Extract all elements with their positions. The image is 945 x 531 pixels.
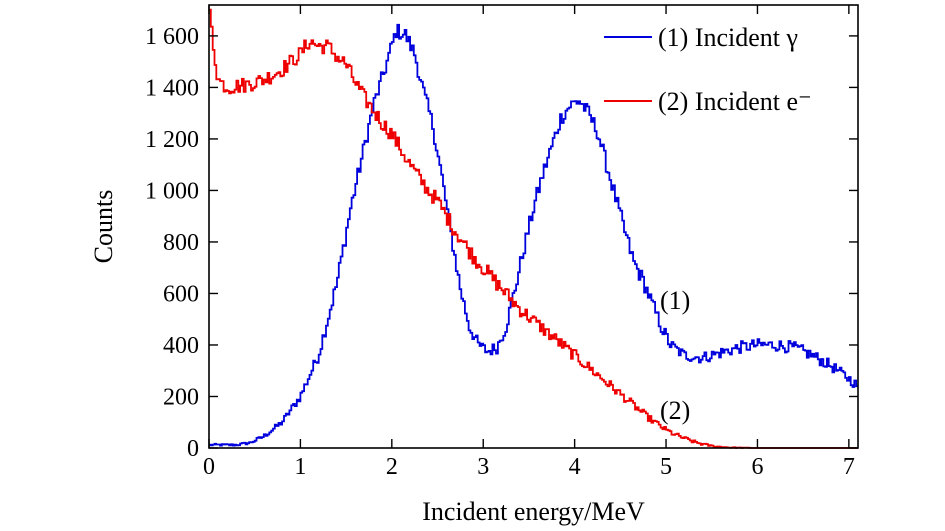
y-tick-label: 1 200 — [145, 127, 199, 153]
y-axis-title: Counts — [89, 190, 118, 264]
curve-annotation-1: (1) — [660, 286, 690, 315]
y-tick-label: 1 600 — [145, 24, 199, 50]
x-tick-label: 6 — [751, 454, 763, 480]
x-tick-label: 5 — [660, 454, 672, 480]
x-tick-label: 7 — [843, 454, 855, 480]
x-tick-label: 4 — [569, 454, 581, 480]
y-tick-label: 600 — [163, 281, 199, 307]
y-tick-label: 400 — [163, 333, 199, 359]
plot-lines — [209, 8, 858, 449]
series-line-1 — [209, 23, 858, 447]
y-tick-label: 1 000 — [145, 178, 199, 204]
legend-label-gamma: (1) Incident γ — [658, 23, 798, 52]
y-tick-label: 800 — [163, 230, 199, 256]
curve-annotation-2: (2) — [660, 396, 690, 425]
legend: (1) Incident γ (2) Incident e⁻ — [604, 23, 812, 116]
y-tick-label: 0 — [187, 436, 199, 462]
axis-ticks — [208, 5, 858, 449]
tick-labels: 0 1 2 3 4 5 6 7 0 200 400 600 800 1 000 1 200 1 400 1 60… — [145, 24, 855, 480]
x-axis-title: Incident energy/MeV — [422, 497, 645, 526]
y-tick-label: 1 400 — [145, 75, 199, 101]
x-tick-label: 0 — [203, 454, 215, 480]
x-tick-label: 3 — [477, 454, 489, 480]
y-tick-label: 200 — [163, 384, 199, 410]
x-tick-label: 1 — [294, 454, 306, 480]
series-line-2 — [209, 8, 858, 449]
plot-frame — [208, 4, 859, 449]
x-tick-label: 2 — [386, 454, 398, 480]
legend-label-electron: (2) Incident e⁻ — [658, 87, 812, 116]
